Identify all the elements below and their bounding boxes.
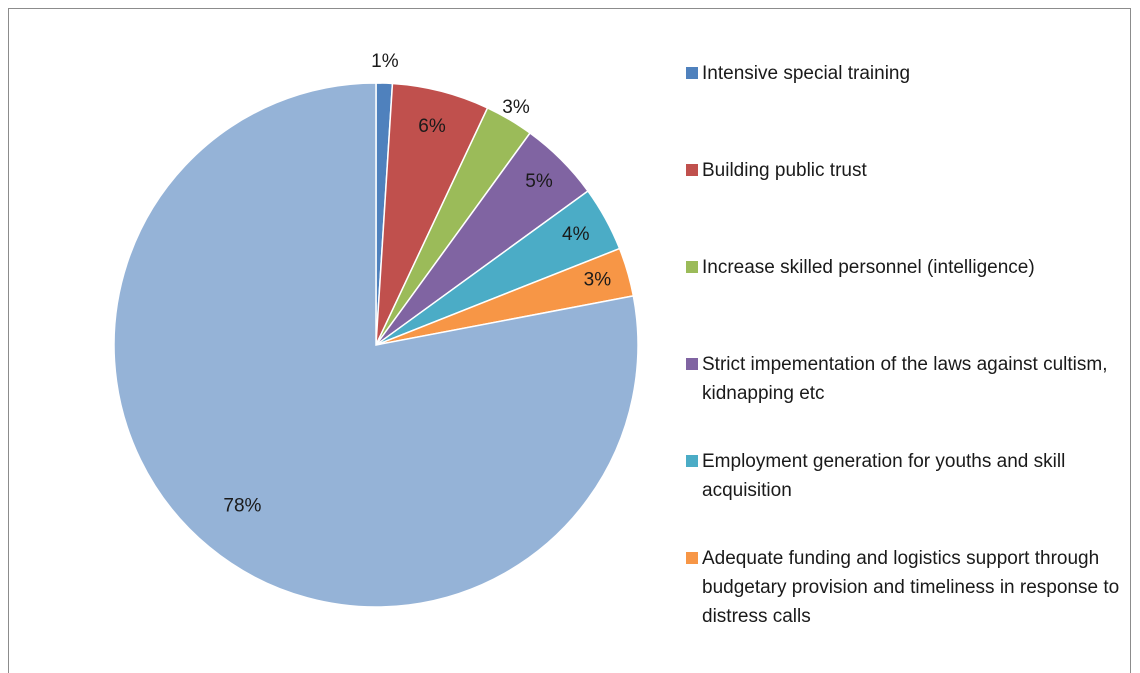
legend-label: Increase skilled personnel (intelligence… bbox=[702, 257, 1035, 278]
legend-swatch bbox=[686, 358, 698, 370]
data-label: 5% bbox=[525, 171, 553, 192]
data-label: 4% bbox=[562, 224, 590, 245]
legend-label: Strict impementation of the laws against… bbox=[702, 354, 1108, 404]
data-label: 3% bbox=[584, 270, 612, 291]
legend-item: Adequate funding and logistics support t… bbox=[686, 544, 1126, 631]
legend-item: Building public trust bbox=[686, 156, 1126, 185]
pie-slice bbox=[113, 82, 639, 608]
legend-swatch bbox=[686, 67, 698, 79]
legend-label: Building public trust bbox=[702, 160, 867, 181]
data-label: 1% bbox=[371, 51, 399, 72]
legend-label: Adequate funding and logistics support t… bbox=[702, 548, 1120, 627]
legend-swatch bbox=[686, 261, 698, 273]
legend-item: Strict impementation of the laws against… bbox=[686, 350, 1126, 408]
chart-frame bbox=[8, 8, 1131, 673]
data-label: 3% bbox=[502, 97, 530, 118]
legend-swatch bbox=[686, 164, 698, 176]
legend-label: Intensive special training bbox=[702, 63, 911, 84]
legend-item: Employment generation for youths and ski… bbox=[686, 447, 1126, 505]
legend-swatch bbox=[686, 455, 698, 467]
legend-swatch bbox=[686, 552, 698, 564]
legend-item: Intensive special training bbox=[686, 59, 1126, 88]
data-label: 78% bbox=[223, 496, 261, 517]
data-label: 6% bbox=[418, 116, 446, 137]
legend-item: Increase skilled personnel (intelligence… bbox=[686, 253, 1126, 282]
legend-label: Employment generation for youths and ski… bbox=[702, 451, 1066, 501]
